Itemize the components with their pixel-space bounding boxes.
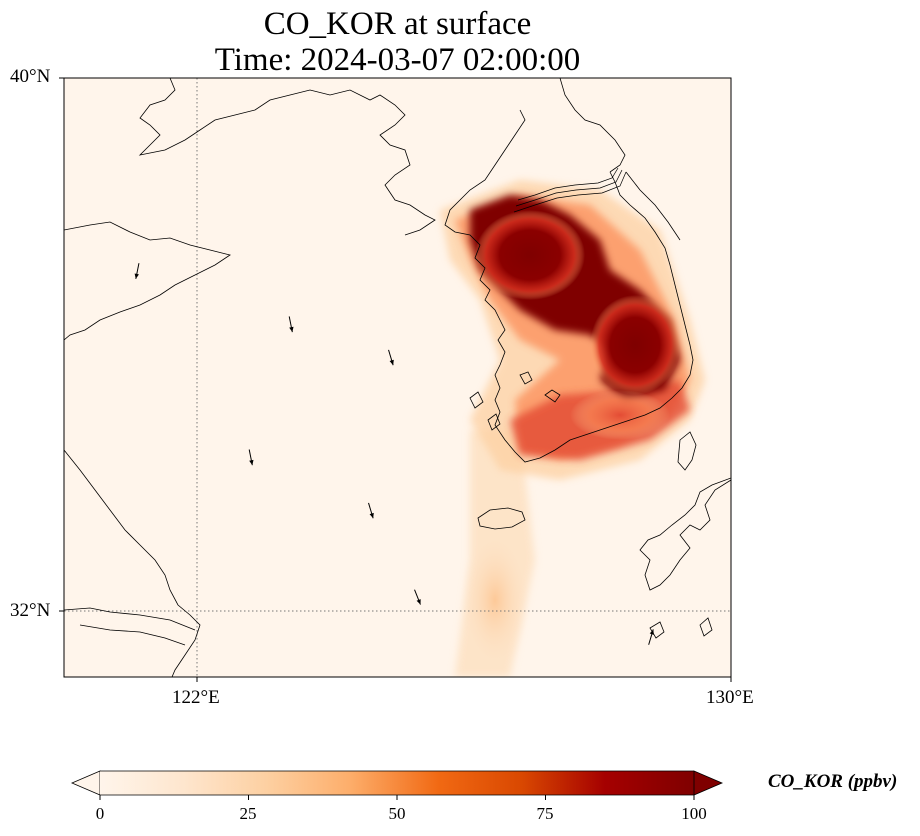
island-4	[487, 413, 501, 431]
island-5	[649, 621, 665, 639]
coast-jiangsu	[64, 449, 201, 677]
island-2	[519, 371, 533, 385]
map-title: CO_KOR at surface	[263, 6, 532, 42]
wind-arrow-head	[134, 273, 139, 279]
coast-kyushu	[639, 477, 731, 591]
wind-arrow	[134, 263, 140, 279]
colorbar-ticks	[99, 795, 695, 800]
coast-liaoning	[559, 78, 626, 173]
plume-core-seoul	[475, 210, 585, 300]
coastlines	[64, 78, 731, 677]
island-3	[469, 391, 484, 409]
lat-label-40n: 40°N	[10, 66, 51, 87]
plume-core-daegu	[590, 295, 680, 395]
wind-arrow	[248, 449, 254, 466]
map-frame	[63, 77, 732, 678]
wind-arrow	[368, 502, 374, 519]
coast-shandong-north	[138, 78, 436, 236]
coast-tsushima	[677, 431, 697, 471]
wind-arrow-head	[649, 629, 654, 635]
axis-ticks	[59, 77, 732, 682]
border-dmz-1	[517, 167, 619, 201]
colorbar-extend-min	[70, 770, 101, 796]
wind-arrow-head	[416, 599, 421, 605]
colorbar-label-100: 100	[681, 804, 707, 823]
coast-korea-east-north	[625, 171, 681, 241]
colorbar-label-75: 75	[536, 804, 554, 823]
border-dmz-3	[513, 171, 627, 213]
wind-arrow-head	[369, 512, 374, 519]
gridlines	[64, 78, 731, 677]
wind-arrow-head	[389, 359, 394, 366]
island-6	[699, 617, 713, 637]
wind-arrow	[388, 349, 394, 366]
wind-arrow-head	[289, 326, 294, 333]
coast-yangtze-north	[64, 607, 196, 631]
wind-arrow	[288, 316, 294, 333]
lon-label-122e: 122°E	[172, 687, 220, 708]
colorbar-extend-max	[693, 770, 724, 796]
colorbar-title: CO_KOR (ppbv)	[768, 771, 898, 792]
map-subtitle: Time: 2024-03-07 02:00:00	[214, 42, 581, 78]
lat-label-32n: 32°N	[10, 600, 51, 621]
lon-label-130e: 130°E	[706, 687, 754, 708]
colorbar-label-25: 25	[239, 804, 257, 823]
colorbar-label-50: 50	[388, 804, 406, 823]
coast-china-mid	[64, 221, 231, 341]
coast-yangtze-south	[79, 624, 186, 646]
island-1	[544, 389, 561, 403]
coast-jeju	[477, 507, 526, 530]
border-dmz-2	[515, 169, 623, 207]
co-concentration-field	[440, 180, 705, 677]
colorbar-label-0: 0	[95, 804, 105, 823]
wind-vectors	[134, 263, 654, 645]
wind-arrow	[414, 589, 421, 605]
coast-korea	[444, 109, 694, 463]
wind-arrow-head	[249, 459, 254, 466]
plume-light-jeju	[460, 530, 530, 670]
colorbar-gradient	[100, 771, 694, 795]
wind-arrow	[648, 629, 654, 645]
plume-core-south	[570, 390, 670, 440]
colorbar	[70, 770, 724, 800]
